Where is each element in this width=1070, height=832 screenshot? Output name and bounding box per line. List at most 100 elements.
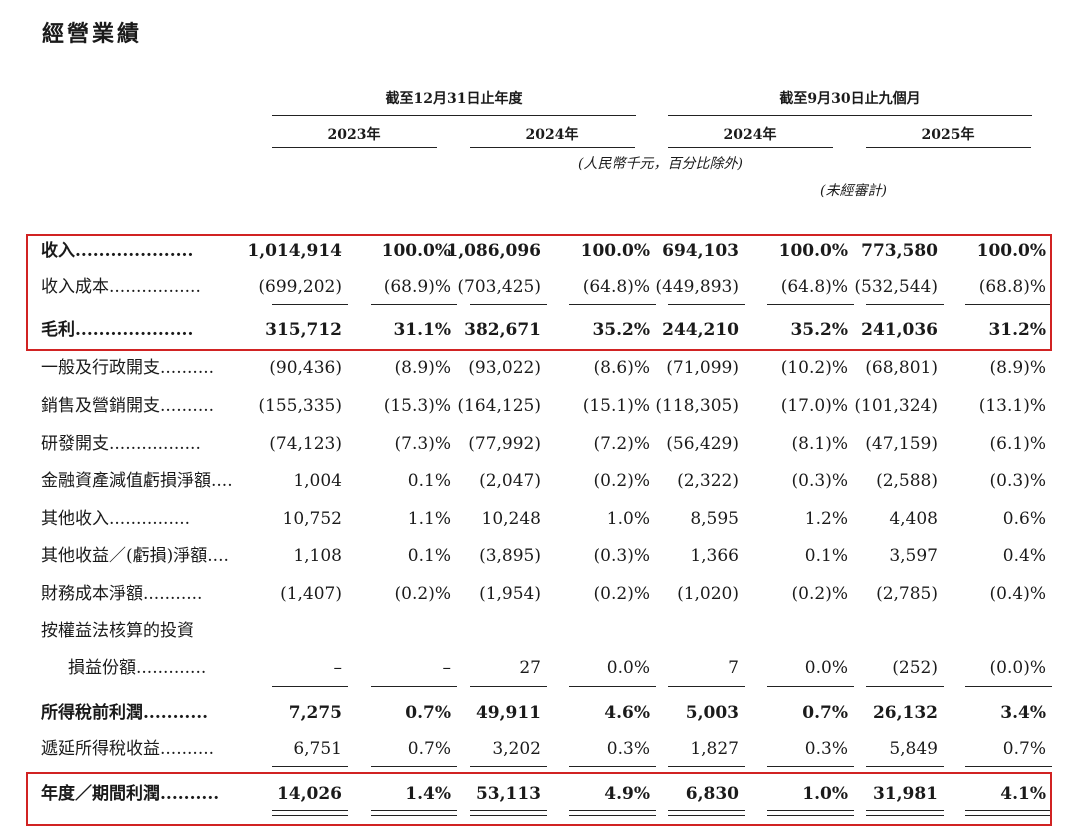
row-label-leader: ................. <box>109 434 201 454</box>
table-cell: 7,275 <box>288 703 342 723</box>
row-label: 損益份額............. <box>68 658 206 678</box>
row-label-leader: .......... <box>160 358 215 378</box>
row-label-text: 毛利 <box>41 320 75 340</box>
table-cell: (0.3)% <box>593 546 650 566</box>
table-cell: (2,588) <box>876 471 938 491</box>
double-underline <box>866 815 944 816</box>
row-label: 財務成本淨額........... <box>41 584 202 604</box>
table-cell: 1.0% <box>802 784 848 804</box>
table-cell: (0.0)% <box>989 658 1046 678</box>
table-cell: (1,020) <box>677 584 739 604</box>
row-label: 一般及行政開支.......... <box>41 358 214 378</box>
table-cell: 0.7% <box>1002 739 1046 759</box>
table-cell: 14,026 <box>276 784 342 804</box>
row-label: 收入成本................. <box>41 277 201 297</box>
row-label: 所得稅前利潤........... <box>41 703 208 723</box>
row-label-leader: .......... <box>160 739 215 759</box>
unit-note: (人民幣千元，百分比除外) <box>578 156 743 172</box>
column-underline <box>866 304 944 305</box>
double-underline <box>470 815 547 816</box>
table-cell: (77,992) <box>468 434 541 454</box>
double-underline <box>767 810 854 811</box>
column-underline <box>470 686 547 687</box>
table-cell: 1.1% <box>407 509 451 529</box>
row-label-text: 財務成本淨額 <box>41 584 143 604</box>
table-cell: 5,003 <box>685 703 739 723</box>
table-cell: 0.4% <box>1002 546 1046 566</box>
table-cell: 26,132 <box>872 703 938 723</box>
row-label-text: 遞延所得稅收益 <box>41 739 160 759</box>
table-cell: (8.6)% <box>593 358 650 378</box>
table-cell: 773,580 <box>861 241 938 261</box>
table-cell: (47,159) <box>865 434 938 454</box>
table-cell: 100.0% <box>381 241 451 261</box>
table-cell: 10,248 <box>481 509 541 529</box>
table-cell: (71,099) <box>666 358 739 378</box>
row-label-text: 收入成本 <box>41 277 109 297</box>
table-cell: (68,801) <box>865 358 938 378</box>
row-label-text: 研發開支 <box>41 434 109 454</box>
table-cell: 1.2% <box>804 509 848 529</box>
table-cell: 1,004 <box>293 471 342 491</box>
table-cell: 1,086,096 <box>446 241 541 261</box>
table-cell: 31.2% <box>988 320 1046 340</box>
table-cell: (1,407) <box>280 584 342 604</box>
table-cell: (93,022) <box>468 358 541 378</box>
column-underline <box>470 766 547 767</box>
column-underline <box>371 304 457 305</box>
table-cell: (64.8)% <box>582 277 650 297</box>
double-underline <box>569 815 656 816</box>
year-header-2023: 2023年 <box>327 127 381 143</box>
row-label: 其他收益／(虧損)淨額.... <box>41 546 229 566</box>
table-cell: (56,429) <box>666 434 739 454</box>
row-label-text: 年度／期間利潤 <box>41 784 160 804</box>
highlight-box-profit <box>26 772 1052 826</box>
row-label: 其他收入............... <box>41 509 190 529</box>
row-label-leader: .... <box>211 471 233 491</box>
double-underline <box>866 810 944 811</box>
table-cell: (7.3)% <box>394 434 451 454</box>
table-cell: 0.7% <box>407 739 451 759</box>
table-cell: 1,108 <box>293 546 342 566</box>
column-underline <box>767 304 854 305</box>
column-underline <box>272 686 348 687</box>
header-group-nine-months-rule <box>668 115 1032 116</box>
double-underline <box>371 815 457 816</box>
year-header-rule <box>470 147 635 148</box>
table-cell: 1,014,914 <box>247 241 342 261</box>
table-cell: 1.4% <box>405 784 451 804</box>
row-label-text: 所得稅前利潤 <box>41 703 143 723</box>
row-label-text: 按權益法核算的投資 <box>41 621 194 641</box>
table-cell: (1,954) <box>479 584 541 604</box>
table-cell: 27 <box>519 658 541 678</box>
year-header-2024-annual: 2024年 <box>525 127 579 143</box>
double-underline <box>965 810 1052 811</box>
column-underline <box>371 766 457 767</box>
row-label-text: 銷售及營銷開支 <box>41 396 160 416</box>
table-cell: 35.2% <box>592 320 650 340</box>
table-cell: (8.9)% <box>989 358 1046 378</box>
table-cell: (0.2)% <box>791 584 848 604</box>
table-cell: (0.2)% <box>593 584 650 604</box>
table-cell: 0.1% <box>407 471 451 491</box>
table-cell: (0.2)% <box>394 584 451 604</box>
table-cell: (155,335) <box>258 396 342 416</box>
table-cell: (64.8)% <box>780 277 848 297</box>
row-label-leader: ........... <box>143 584 203 604</box>
row-label-leader: ........... <box>143 703 209 723</box>
double-underline <box>668 815 745 816</box>
table-cell: (0.2)% <box>593 471 650 491</box>
table-cell: 3,202 <box>492 739 541 759</box>
table-cell: 100.0% <box>976 241 1046 261</box>
column-underline <box>569 686 656 687</box>
double-underline <box>470 810 547 811</box>
table-cell: 31.1% <box>393 320 451 340</box>
row-label-leader: .......... <box>160 784 220 804</box>
row-label: 研發開支................. <box>41 434 201 454</box>
column-underline <box>272 304 348 305</box>
row-label-leader: .................... <box>75 241 194 261</box>
year-header-2024-nine-months: 2024年 <box>723 127 777 143</box>
column-underline <box>272 766 348 767</box>
table-cell: (0.4)% <box>989 584 1046 604</box>
highlight-box-revenue-gross-profit <box>26 234 1052 351</box>
